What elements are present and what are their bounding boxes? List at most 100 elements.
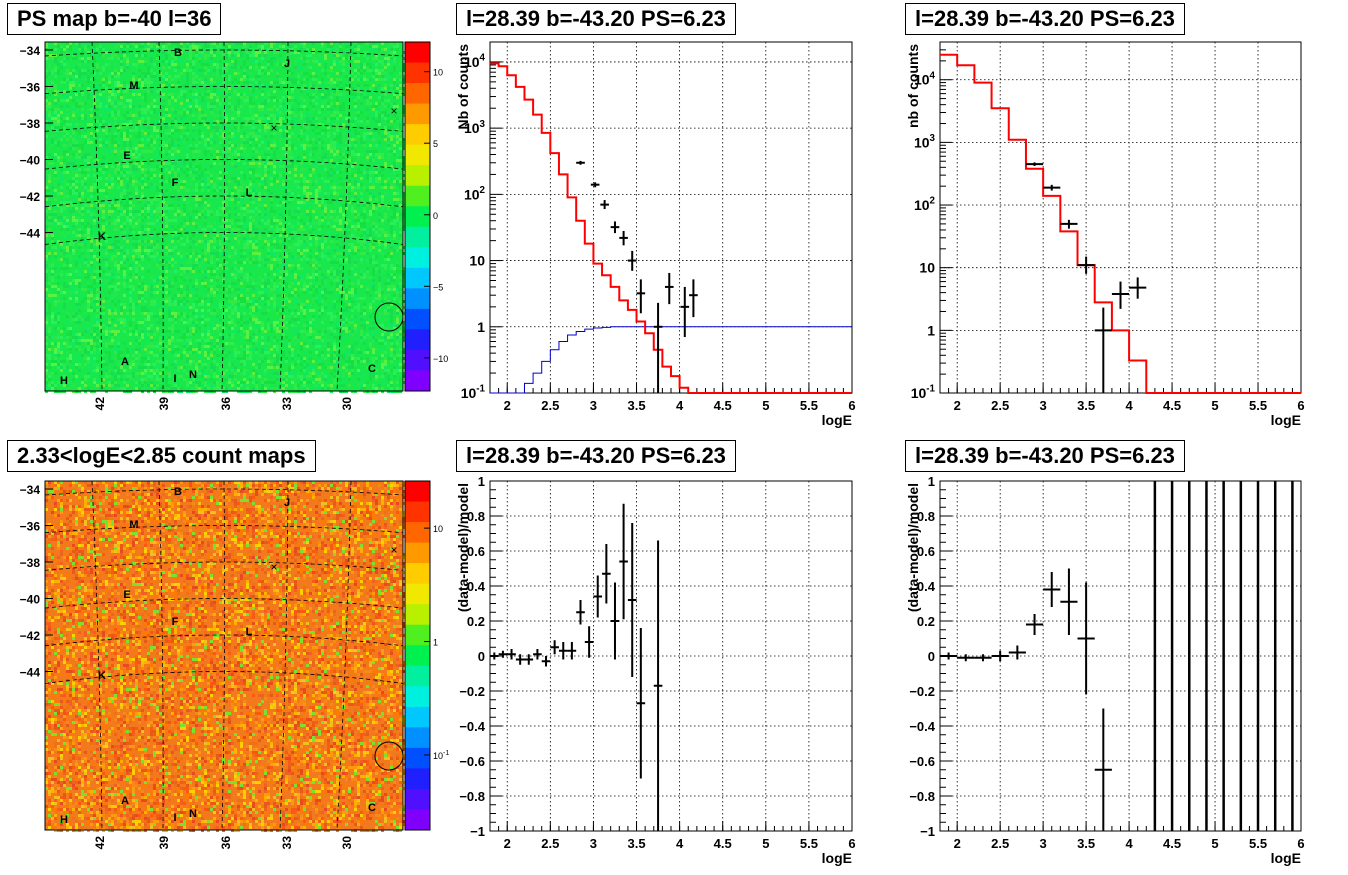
map-pixel	[210, 57, 213, 60]
map-pixel	[75, 183, 78, 186]
map-pixel	[378, 78, 381, 81]
map-pixel	[369, 102, 372, 105]
map-pixel	[75, 69, 78, 72]
map-pixel	[147, 90, 150, 93]
map-pixel	[255, 147, 258, 150]
map-pixel	[237, 114, 240, 117]
map-pixel	[258, 144, 261, 147]
map-pixel	[219, 111, 222, 114]
map-pixel	[123, 141, 126, 144]
map-pixel	[75, 123, 78, 126]
map-pixel	[243, 63, 246, 66]
map-pixel	[288, 72, 291, 75]
map-pixel	[396, 105, 399, 108]
map-pixel	[132, 114, 135, 117]
map-pixel	[195, 225, 198, 228]
map-pixel	[234, 105, 237, 108]
map-pixel	[387, 111, 390, 114]
map-pixel	[366, 156, 369, 159]
map-pixel	[114, 228, 117, 231]
map-pixel	[324, 102, 327, 105]
map-pixel	[216, 45, 219, 48]
map-pixel	[399, 90, 402, 93]
map-pixel	[258, 84, 261, 87]
map-pixel	[318, 189, 321, 192]
map-pixel	[63, 111, 66, 114]
map-pixel	[186, 63, 189, 66]
map-pixel	[228, 195, 231, 198]
map-pixel	[399, 147, 402, 150]
map-pixel	[207, 48, 210, 51]
map-pixel	[126, 171, 129, 174]
map-pixel	[66, 132, 69, 135]
map-pixel	[78, 123, 81, 126]
map-pixel	[183, 201, 186, 204]
map-pixel	[75, 222, 78, 225]
map-pixel	[156, 90, 159, 93]
map-pixel	[111, 114, 114, 117]
map-pixel	[399, 123, 402, 126]
map-pixel	[324, 210, 327, 213]
map-pixel	[381, 222, 384, 225]
map-pixel	[372, 222, 375, 225]
map-pixel	[357, 72, 360, 75]
map-pixel	[48, 210, 51, 213]
map-pixel	[162, 234, 165, 237]
map-pixel	[300, 201, 303, 204]
map-pixel	[267, 108, 270, 111]
map-pixel	[273, 222, 276, 225]
map-pixel	[78, 132, 81, 135]
map-pixel	[90, 93, 93, 96]
map-pixel	[96, 66, 99, 69]
map-pixel	[168, 204, 171, 207]
map-pixel	[345, 45, 348, 48]
map-pixel	[279, 210, 282, 213]
map-pixel	[192, 78, 195, 81]
map-pixel	[123, 168, 126, 171]
map-pixel	[171, 84, 174, 87]
map-pixel	[354, 54, 357, 57]
map-pixel	[189, 165, 192, 168]
map-pixel	[246, 78, 249, 81]
map-pixel	[186, 45, 189, 48]
map-pixel	[141, 177, 144, 180]
map-pixel	[384, 99, 387, 102]
map-pixel	[303, 63, 306, 66]
map-pixel	[120, 213, 123, 216]
map-pixel	[291, 237, 294, 240]
map-pixel	[360, 93, 363, 96]
map-pixel	[399, 78, 402, 81]
map-pixel	[147, 204, 150, 207]
map-pixel	[369, 69, 372, 72]
map-pixel	[294, 219, 297, 222]
map-pixel	[261, 165, 264, 168]
map-pixel	[345, 204, 348, 207]
map-pixel	[339, 90, 342, 93]
map-pixel	[138, 201, 141, 204]
map-pixel	[138, 126, 141, 129]
map-pixel	[249, 168, 252, 171]
map-pixel	[207, 138, 210, 141]
map-pixel	[258, 87, 261, 90]
map-pixel	[75, 207, 78, 210]
map-pixel	[363, 135, 366, 138]
map-pixel	[156, 42, 159, 45]
map-pixel	[201, 180, 204, 183]
map-pixel	[222, 84, 225, 87]
map-pixel	[360, 120, 363, 123]
map-pixel	[342, 117, 345, 120]
map-pixel	[141, 159, 144, 162]
map-pixel	[300, 87, 303, 90]
map-pixel	[315, 96, 318, 99]
map-pixel	[54, 123, 57, 126]
map-pixel	[348, 183, 351, 186]
map-pixel	[351, 189, 354, 192]
map-pixel	[84, 240, 87, 243]
map-pixel	[375, 231, 378, 234]
map-pixel	[309, 180, 312, 183]
map-pixel	[312, 96, 315, 99]
map-pixel	[66, 99, 69, 102]
map-pixel	[249, 99, 252, 102]
map-pixel	[264, 222, 267, 225]
map-pixel	[348, 138, 351, 141]
